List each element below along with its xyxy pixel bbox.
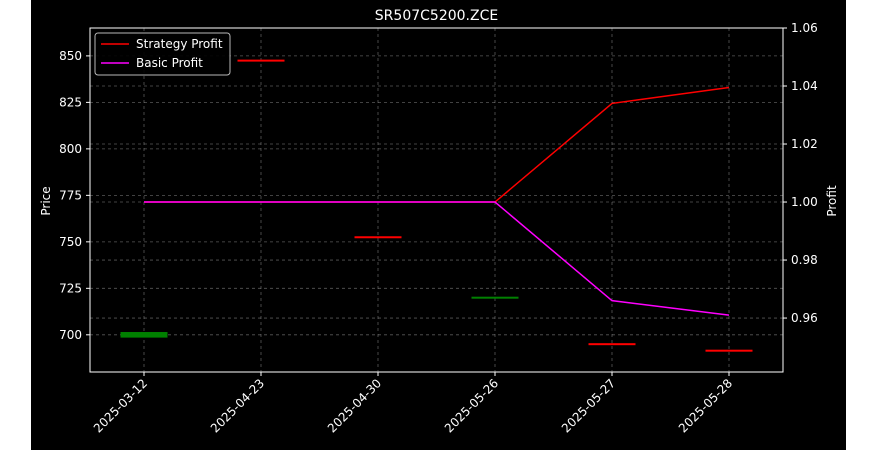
left-tick-label-6: 850: [59, 49, 82, 63]
right-tick-label-1: 0.98: [791, 253, 818, 267]
x-tick-label-3: 2025-05-26: [442, 376, 501, 435]
right-axis-label: Profit: [825, 185, 839, 217]
left-tick-label-2: 750: [59, 235, 82, 249]
chart-title: SR507C5200.ZCE: [375, 8, 498, 24]
right-tick-label-4: 1.04: [791, 79, 818, 93]
x-tick-label-1: 2025-04-23: [208, 376, 267, 435]
series-line-1: [144, 201, 730, 316]
candle-0: [120, 332, 168, 338]
candle-2: [354, 236, 402, 239]
left-tick-label-1: 725: [59, 281, 82, 295]
right-axis-ticks: 0.96 0.98 1.00 1.02 1.04 1.06: [783, 21, 818, 325]
series-line-0: [144, 86, 730, 203]
candle-1: [237, 59, 285, 62]
right-tick-label-5: 1.06: [791, 21, 818, 35]
legend-label-basic: Basic Profit: [136, 56, 203, 70]
candle-3: [471, 296, 519, 299]
left-tick-label-3: 775: [59, 188, 82, 202]
x-tick-label-2: 2025-04-30: [325, 376, 384, 435]
candle-5: [705, 349, 753, 352]
profit-lines: [144, 86, 730, 316]
left-tick-label-5: 825: [59, 95, 82, 109]
legend-label-strategy: Strategy Profit: [136, 37, 223, 51]
x-tick-label-0: 2025-03-12: [91, 376, 150, 435]
grid-lines: [90, 27, 783, 372]
legend: Strategy Profit Basic Profit: [94, 32, 231, 76]
left-tick-label-0: 700: [59, 328, 82, 342]
chart-svg: 700 725 750 775 800 825 850 0.96 0.98 1.00 1.02 1.…: [39, 8, 839, 435]
left-axis-label: Price: [39, 186, 53, 215]
candle-4: [588, 343, 636, 346]
left-tick-label-4: 800: [59, 142, 82, 156]
right-tick-label-0: 0.96: [791, 311, 818, 325]
x-tick-label-4: 2025-05-27: [559, 376, 618, 435]
price-candles: [120, 59, 753, 352]
right-tick-label-3: 1.02: [791, 137, 818, 151]
x-axis-ticks: 2025-03-12 2025-04-23 2025-04-30 2025-05-26…: [91, 372, 735, 435]
x-tick-label-5: 2025-05-28: [676, 376, 735, 435]
left-axis-ticks: 700 725 750 775 800 825 850: [59, 49, 90, 342]
chart-figure: 700 725 750 775 800 825 850 0.96 0.98 1.00 1.02 1.…: [31, 0, 846, 450]
plot-frame: [89, 27, 784, 373]
right-tick-label-2: 1.00: [791, 195, 818, 209]
